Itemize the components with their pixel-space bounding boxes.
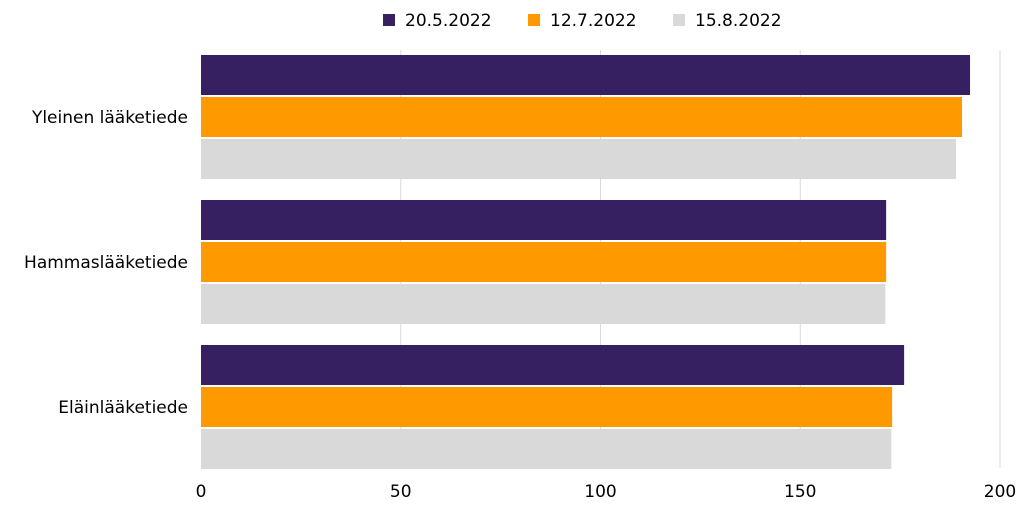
legend-label-2: 12.7.2022 [550,11,637,31]
x-tick-label-2: 100 [584,482,616,502]
bar-3-1 [201,345,905,385]
legend-label-3: 15.8.2022 [695,11,782,31]
bar-1-3 [201,139,957,179]
legend-swatch-3 [673,14,685,26]
legend-swatch-1 [383,14,395,26]
category-label-2: Hammaslääketiede [24,253,188,273]
legend-label-1: 20.5.2022 [405,11,492,31]
legend: 20.5.2022 12.7.2022 15.8.2022 [383,11,782,31]
x-axis-ticks: 0 50 100 150 200 [196,482,1017,502]
category-labels: Yleinen lääketiede Hammaslääketiede Eläinl… [24,108,188,418]
category-label-3: Eläinlääketiede [58,398,188,418]
bar-2-2 [201,242,887,282]
bar-2-3 [201,284,886,324]
x-tick-label-4: 200 [984,482,1016,502]
bar-3-3 [201,429,892,469]
x-tick-label-1: 50 [390,482,412,502]
legend-swatch-2 [528,14,540,26]
bar-3-2 [201,387,893,427]
bar-1-2 [201,97,963,137]
x-tick-label-3: 150 [784,482,816,502]
bar-2-1 [201,200,887,240]
category-label-1: Yleinen lääketiede [31,108,188,128]
bar-1-1 [201,55,971,95]
bars [201,55,971,469]
x-tick-label-0: 0 [196,482,207,502]
